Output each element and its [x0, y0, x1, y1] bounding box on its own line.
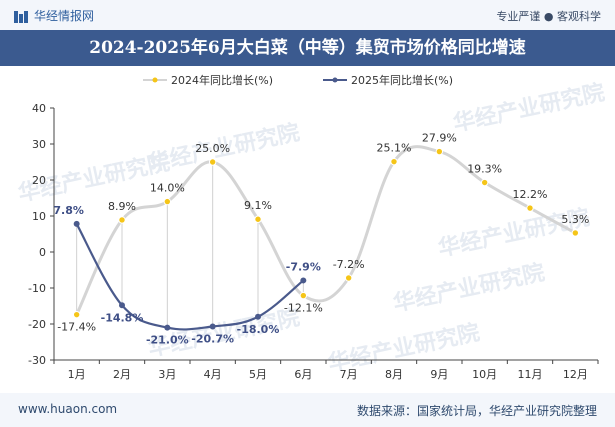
series-2024-point [118, 216, 126, 224]
data-label-2024: 9.1% [244, 199, 272, 212]
data-label-2024: -7.2% [333, 258, 365, 271]
watermark-text: 华经产业研究院 [451, 79, 607, 136]
y-tick-label: -20 [28, 318, 46, 331]
data-label-2024: 19.3% [467, 163, 502, 176]
data-label-2025: -18.0% [237, 323, 280, 336]
series-2025-point [164, 324, 171, 331]
series-2024-point [299, 291, 308, 300]
brand[interactable]: 华经情报网 [14, 7, 94, 24]
series-2024-point [480, 178, 489, 187]
data-source: 数据来源：国家统计局，华经产业研究院整理 [356, 404, 597, 418]
series-2024-point [390, 157, 398, 166]
chart-title: 2024-2025年6月大白菜（中等）集贸市场价格同比增速 [0, 30, 615, 66]
x-tick-label: 7月 [340, 368, 358, 381]
series-2024-point [344, 274, 353, 282]
brand-logo-icon [14, 10, 28, 23]
y-tick-label: 40 [32, 102, 46, 115]
x-tick-label: 11月 [518, 368, 543, 381]
legend-marker [152, 77, 158, 83]
data-label-2024: 25.1% [377, 142, 412, 155]
data-label-2024: -17.4% [57, 321, 96, 334]
data-label-2025: -21.0% [146, 334, 189, 347]
top-bar: 华经情报网 专业严谨 ● 客观科学 [0, 0, 615, 30]
data-label-2024: 8.9% [108, 200, 136, 213]
x-tick-label: 12月 [563, 368, 588, 381]
x-tick-label: 5月 [249, 368, 267, 381]
x-tick-label: 3月 [158, 368, 176, 381]
series-2025-point [119, 302, 125, 309]
legend-label: 2025年同比增长(%) [351, 73, 453, 87]
y-tick-label: 0 [39, 246, 46, 259]
series-2024-point [72, 310, 81, 319]
watermark-text: 华经产业研究院 [391, 259, 547, 316]
data-label-2024: 25.0% [195, 142, 230, 155]
data-label-2024: 5.3% [561, 213, 589, 226]
x-tick-label: 9月 [430, 368, 448, 381]
data-label-2025: -7.9% [286, 260, 321, 273]
series-2025-point [73, 220, 80, 227]
legend-item: 2025年同比增长(%) [323, 73, 453, 87]
series-2024-point [571, 229, 580, 237]
y-tick-label: 10 [32, 210, 46, 223]
data-label-2024: 12.2% [513, 188, 548, 201]
tagline: 专业严谨 ● 客观科学 [496, 10, 601, 23]
legend-marker [332, 77, 338, 83]
series-2024-point [526, 204, 534, 212]
brand-name: 华经情报网 [34, 9, 95, 23]
x-tick-label: 2月 [113, 368, 131, 381]
series-2024-point [435, 147, 444, 156]
series-2024-point [163, 197, 172, 206]
data-label-2024: 14.0% [150, 182, 185, 195]
data-label-2025: -14.8% [101, 311, 144, 324]
legend-label: 2024年同比增长(%) [171, 73, 273, 87]
line-chart: 华经产业研究院华经产业研究院华经产业研究院华经产业研究院华经产业研究院华经产业研… [16, 73, 607, 381]
x-tick-label: 10月 [472, 368, 497, 381]
y-tick-label: 20 [32, 174, 46, 187]
y-tick-label: -10 [28, 282, 46, 295]
series-2025-point [209, 323, 216, 330]
y-tick-label: -30 [28, 354, 46, 367]
series-2025-point [300, 277, 307, 284]
data-label-2025: -20.7% [191, 333, 234, 346]
footer: www.huaon.com 数据来源：国家统计局，华经产业研究院整理 [0, 393, 615, 427]
data-label-2024: 27.9% [422, 132, 457, 145]
series-2025-point [255, 313, 261, 320]
data-label-2024: -12.1% [284, 302, 323, 315]
x-tick-label: 8月 [385, 368, 403, 381]
legend-item: 2024年同比增长(%) [143, 73, 273, 87]
data-label-2025: 7.8% [53, 204, 84, 217]
series-2024-point [254, 215, 262, 223]
x-tick-label: 1月 [68, 368, 86, 381]
x-tick-label: 6月 [294, 368, 312, 381]
y-tick-label: 30 [32, 138, 46, 151]
website-link[interactable]: www.huaon.com [18, 402, 118, 416]
x-tick-label: 4月 [204, 368, 222, 381]
series-2024-point [208, 158, 217, 166]
